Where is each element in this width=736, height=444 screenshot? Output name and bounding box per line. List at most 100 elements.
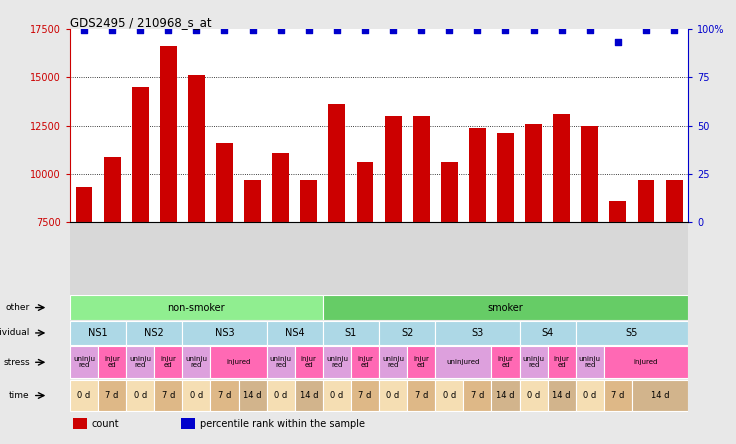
Bar [126,346,155,378]
Bar [126,321,183,345]
Bar [526,123,542,368]
Bar [492,380,520,412]
Text: 7 d: 7 d [611,391,625,400]
Bar [351,346,379,378]
Text: 14 d: 14 d [553,391,571,400]
Bar [70,295,323,320]
Bar [266,321,323,345]
Bar [244,180,261,368]
Bar [132,87,149,368]
Bar [435,380,464,412]
Text: 7 d: 7 d [358,391,372,400]
Bar [492,346,520,378]
Text: NS3: NS3 [215,328,234,338]
Bar [553,114,570,368]
Bar [104,157,121,368]
Bar [183,380,210,412]
Point [500,27,512,34]
Bar [300,180,317,368]
Bar [294,380,323,412]
Bar [73,418,87,429]
Bar [441,163,458,368]
Bar [266,346,294,378]
Bar [407,380,435,412]
Text: 7 d: 7 d [414,391,428,400]
Text: injured: injured [227,359,251,365]
Text: smoker: smoker [488,302,523,313]
Bar [70,346,98,378]
Point [443,27,455,34]
Text: injur
ed: injur ed [553,357,570,368]
Text: S3: S3 [471,328,484,338]
Bar [379,321,435,345]
Bar [435,321,520,345]
Point [331,27,343,34]
Text: uninju
red: uninju red [130,357,151,368]
Text: NS1: NS1 [88,328,108,338]
Text: uninju
red: uninju red [382,357,404,368]
Point [275,27,286,34]
Bar [181,418,195,429]
Text: NS2: NS2 [144,328,164,338]
Text: uninju
red: uninju red [185,357,208,368]
Text: S4: S4 [542,328,553,338]
Bar [576,321,688,345]
Text: 0 d: 0 d [274,391,287,400]
Text: 0 d: 0 d [527,391,540,400]
Text: 0 d: 0 d [133,391,146,400]
Point [472,27,484,34]
Text: stress: stress [3,358,29,367]
Bar [581,126,598,368]
Bar [70,321,126,345]
Bar [604,380,632,412]
Bar [238,380,266,412]
Text: injur
ed: injur ed [104,357,120,368]
Text: injur
ed: injur ed [160,357,176,368]
Bar [520,346,548,378]
Point [247,27,258,34]
Bar [632,380,688,412]
Text: GDS2495 / 210968_s_at: GDS2495 / 210968_s_at [70,16,211,29]
Bar [323,321,379,345]
Bar [520,380,548,412]
Bar [323,346,351,378]
Bar [665,180,682,368]
Text: 0 d: 0 d [583,391,596,400]
Bar [76,187,93,368]
Text: S1: S1 [344,328,357,338]
Bar [272,153,289,368]
Bar [548,346,576,378]
Bar [216,143,233,368]
Bar [188,75,205,368]
Text: injur
ed: injur ed [498,357,514,368]
Bar [183,321,266,345]
Bar [407,346,435,378]
Bar [328,104,345,368]
Bar [160,46,177,368]
Point [640,27,652,34]
Bar [413,116,430,368]
Point [134,27,146,34]
Text: 14 d: 14 d [244,391,262,400]
Point [163,27,174,34]
Bar [98,380,126,412]
Point [584,27,595,34]
Point [612,39,624,46]
Point [668,27,680,34]
Bar [469,127,486,368]
Bar [637,180,654,368]
Point [191,27,202,34]
Bar [155,346,183,378]
Text: uninju
red: uninju red [523,357,545,368]
Point [528,27,539,34]
Text: 0 d: 0 d [386,391,400,400]
Point [556,27,567,34]
Text: 0 d: 0 d [442,391,456,400]
Text: other: other [5,303,29,312]
Point [78,27,90,34]
Bar [294,346,323,378]
Bar [356,163,373,368]
Point [219,27,230,34]
Text: uninju
red: uninju red [73,357,95,368]
Text: count: count [91,419,119,428]
